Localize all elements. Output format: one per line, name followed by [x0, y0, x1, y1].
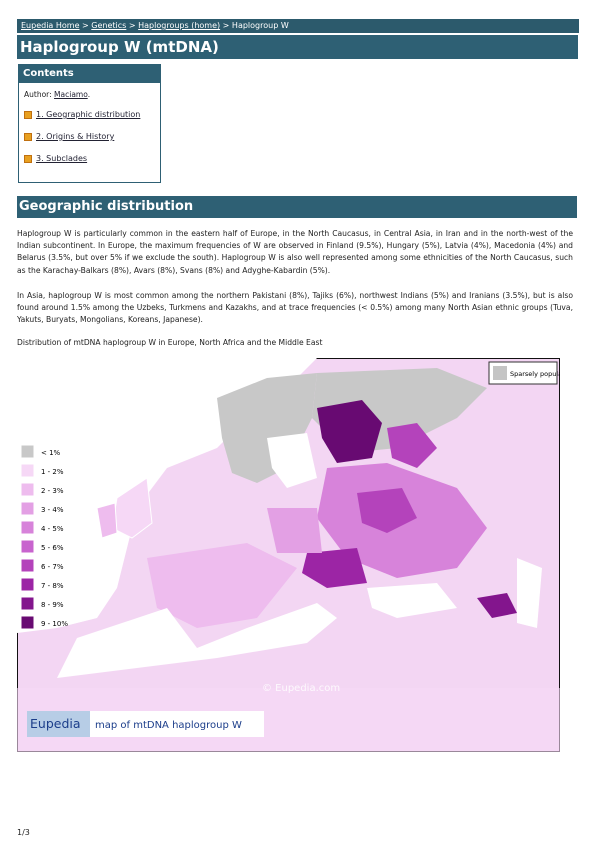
sea-caspian: [517, 558, 542, 628]
crumb-link[interactable]: Eupedia Home: [21, 21, 80, 30]
page-number: 1/3: [17, 828, 30, 837]
paragraph: In Asia, haplogroup W is most common amo…: [17, 291, 573, 325]
region-caucasus: [477, 593, 517, 618]
bullet: [24, 110, 32, 119]
author-end: .: [87, 90, 91, 99]
author-link[interactable]: Maciamo: [54, 90, 88, 99]
crumb-current: Haplogroup W: [231, 21, 289, 30]
toc-item: 1. Geographic distribution: [24, 108, 160, 121]
author-label: Author:: [24, 90, 52, 99]
sea-black: [367, 583, 457, 618]
sea-baltic: [267, 433, 317, 488]
legend-swatch: [20, 501, 35, 516]
toc-link[interactable]: 3. Subclades: [36, 154, 88, 163]
caption: Distribution of mtDNA haplogroup W in Eu…: [17, 338, 323, 347]
paragraph: Haplogroup W is particularly common in t…: [17, 229, 573, 275]
legend-label: 5 - 6%: [41, 544, 64, 552]
sparse-label: Sparsely populated: [510, 370, 560, 378]
legend-label: 3 - 4%: [41, 506, 64, 514]
contents-heading: Contents: [19, 65, 160, 83]
region: [357, 488, 417, 533]
legend-label: < 1%: [41, 449, 61, 457]
bullet: [24, 154, 32, 163]
legend-swatch: [20, 539, 35, 554]
page-title: Haplogroup W (mtDNA): [17, 35, 578, 59]
region: [387, 423, 437, 468]
toc: 1. Geographic distribution 2. Origins & H…: [19, 108, 160, 165]
bullet: [24, 132, 32, 141]
watermark: © Eupedia.com: [262, 683, 340, 694]
legend-swatch: [20, 558, 35, 573]
legend-swatch: [20, 615, 35, 630]
sea-mediterranean: [57, 603, 337, 678]
toc-link[interactable]: 2. Origins & History: [36, 132, 115, 141]
legend-swatch: [20, 596, 35, 611]
banner-text: map of mtDNA haplogroup W: [95, 720, 242, 731]
legend-label: 7 - 8%: [41, 582, 64, 590]
crumb-separator: >: [82, 21, 89, 30]
legend-swatch: [20, 482, 35, 497]
author-line: Author: Maciamo.: [24, 90, 160, 99]
region: [147, 543, 297, 628]
legend-label: 9 - 10%: [41, 620, 68, 628]
sparse-swatch: [493, 366, 507, 380]
legend-label: 4 - 5%: [41, 525, 64, 533]
legend-label: 6 - 7%: [41, 563, 64, 571]
sea: [17, 358, 317, 633]
legend-swatch: [20, 577, 35, 592]
legend-swatch: [20, 444, 35, 459]
legend-swatch: [20, 463, 35, 478]
legend: < 1% 1 - 2% 2 - 3% 3 - 4% 4 - 5% 5 - 6% 6 - 7%…: [20, 444, 68, 630]
toc-item: 3. Subclades: [24, 152, 160, 165]
region-finland: [317, 400, 382, 463]
land-ireland: [96, 502, 118, 539]
region: [302, 548, 367, 588]
legend-label: 1 - 2%: [41, 468, 64, 476]
region: [267, 508, 322, 553]
breadcrumb: Eupedia Home > Genetics > Haplogroups (h…: [17, 19, 579, 33]
brand: Eupedia: [30, 716, 81, 731]
crumb-link[interactable]: Genetics: [91, 21, 127, 30]
legend-label: 2 - 3%: [41, 487, 64, 495]
legend-label: 8 - 9%: [41, 601, 64, 609]
crumb-link[interactable]: Haplogroups (home): [138, 21, 221, 30]
toc-item: 2. Origins & History: [24, 130, 160, 143]
map: Sparsely populated < 1% 1 - 2% 2 - 3% 3 - 4…: [17, 358, 560, 752]
brand-box: [27, 711, 90, 737]
section-heading: Geographic distribution: [17, 196, 577, 218]
toc-link[interactable]: 1. Geographic distribution: [36, 110, 141, 119]
crumb-separator: >: [128, 21, 136, 30]
contents-box: Contents Author: Maciamo. 1. Geographic …: [18, 64, 161, 183]
legend-swatch: [20, 520, 35, 535]
crumb-separator: >: [222, 21, 230, 30]
